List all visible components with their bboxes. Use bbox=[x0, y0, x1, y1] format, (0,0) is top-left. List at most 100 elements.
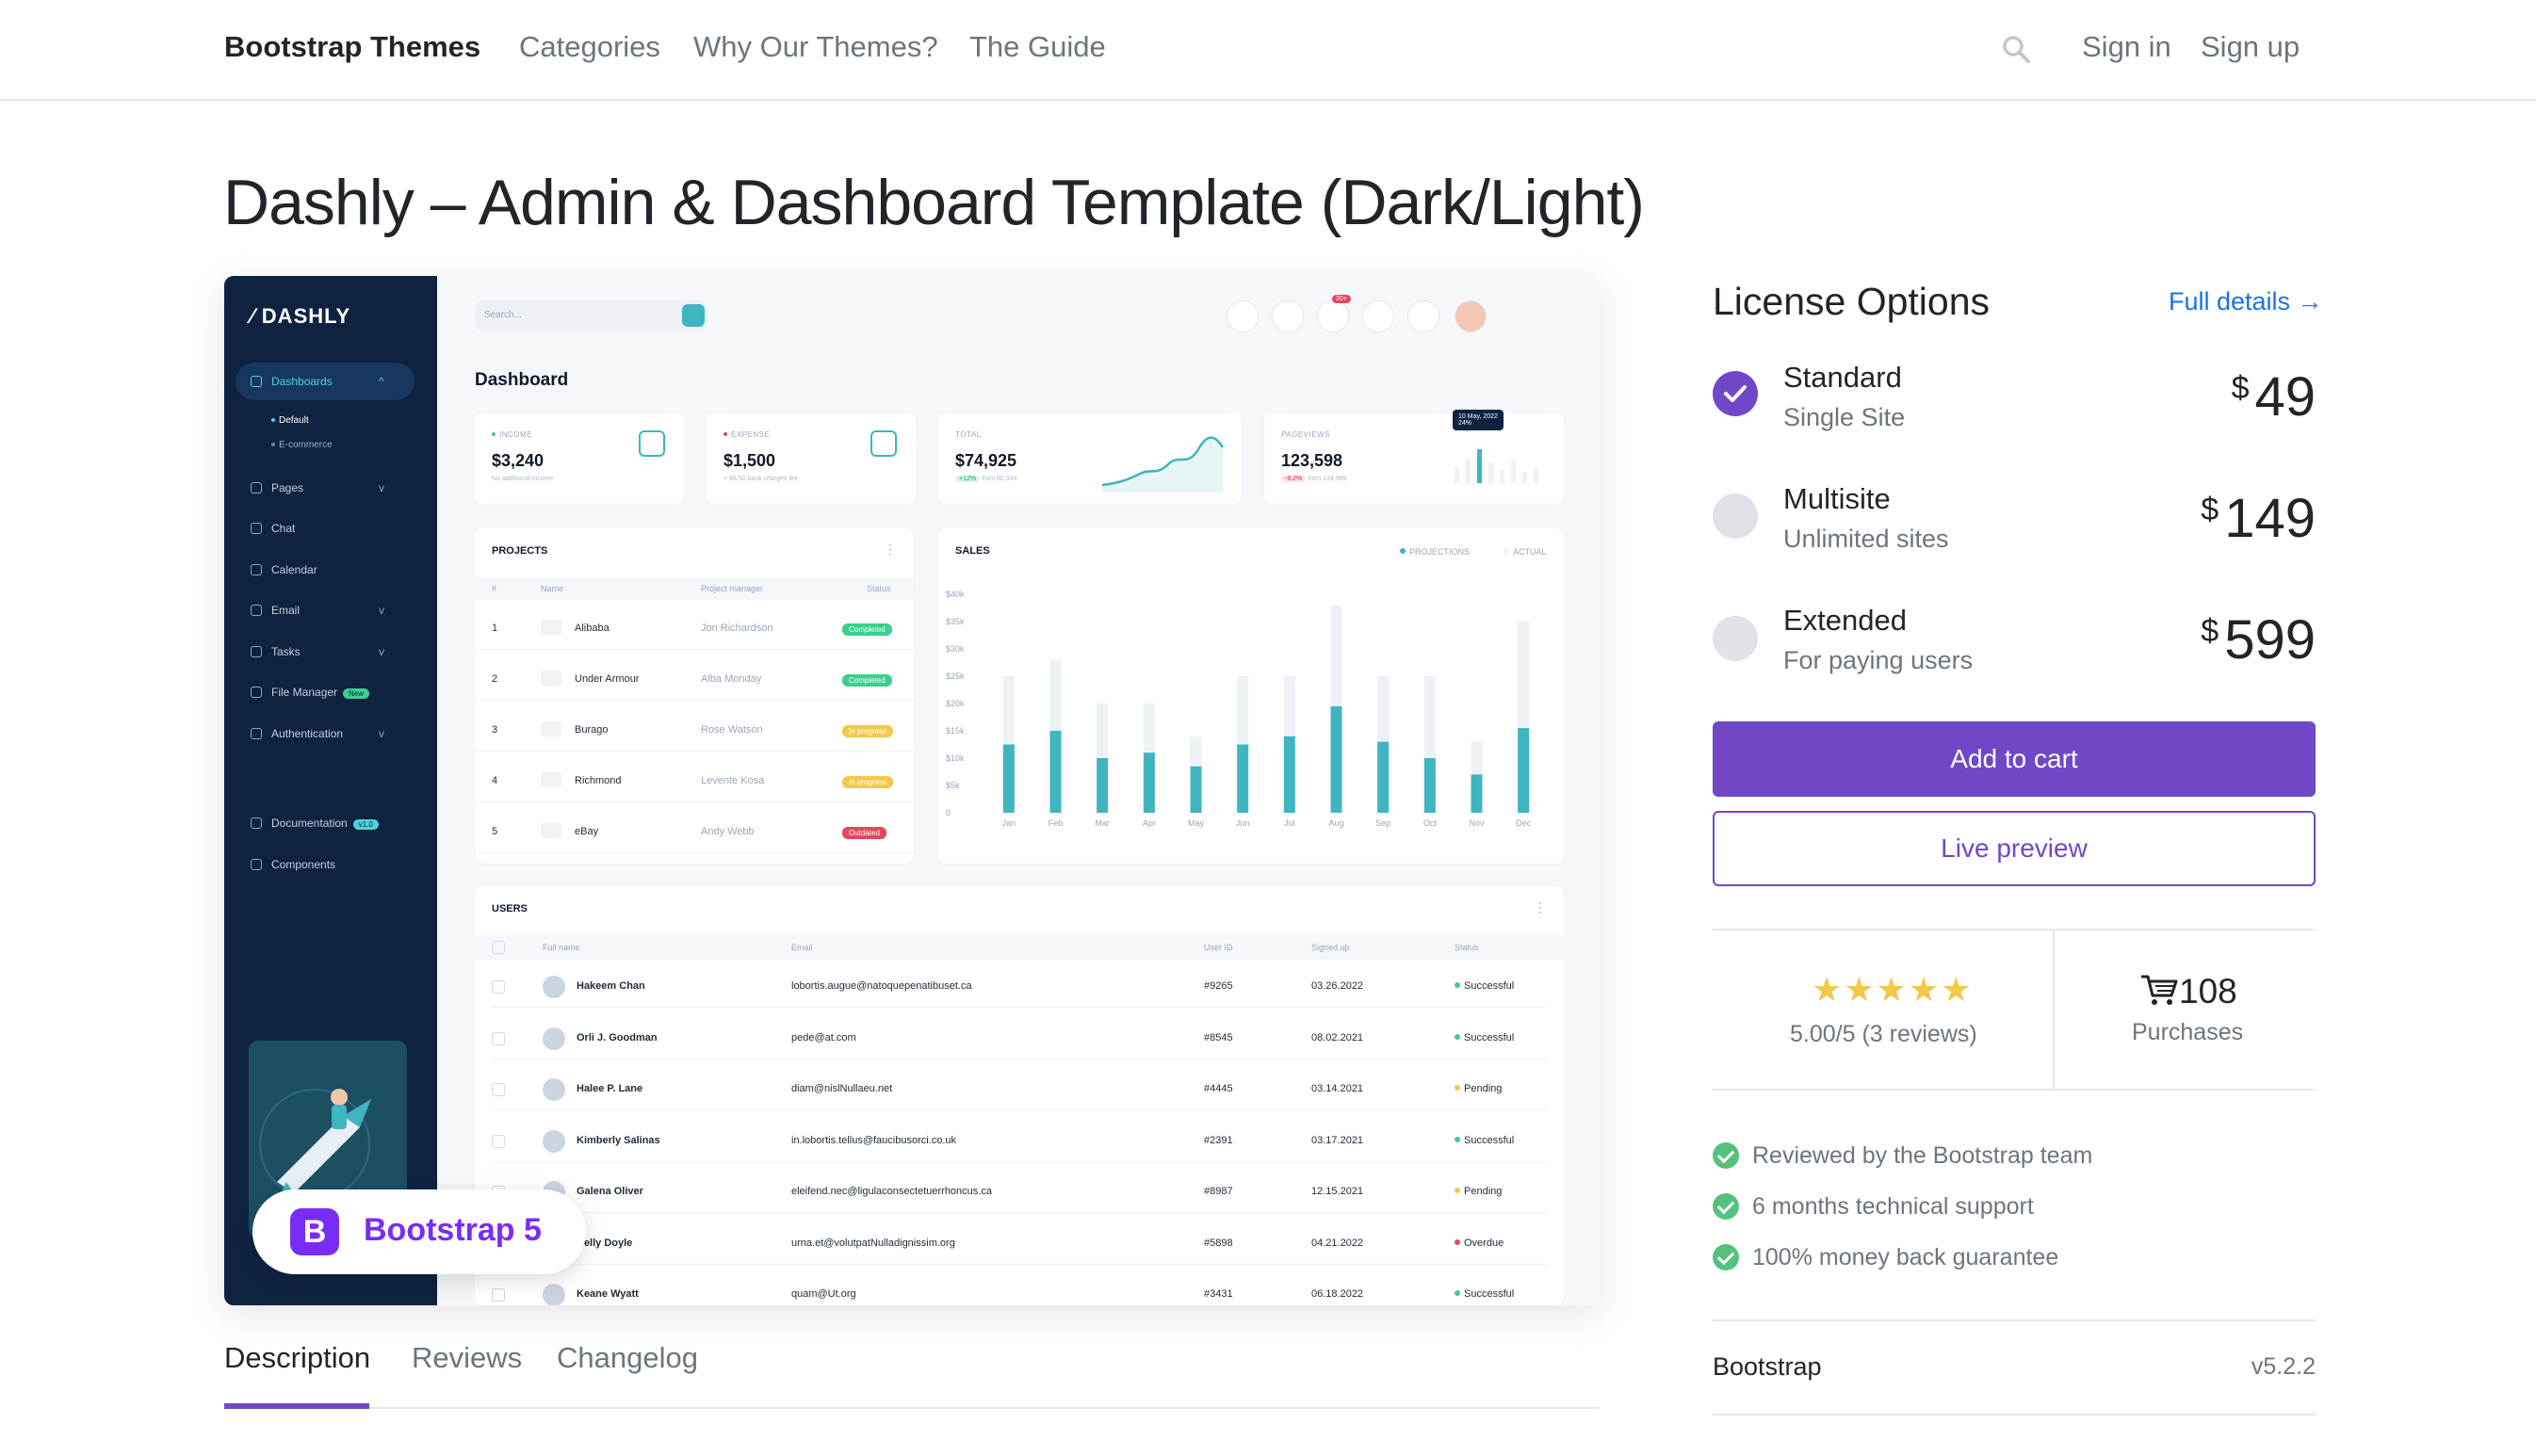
y-tick-label: $20k bbox=[946, 699, 965, 708]
user-email: in.lobortis.tellus@faucibusorci.co.uk bbox=[791, 1134, 957, 1146]
chevron-down-icon: v bbox=[379, 604, 384, 617]
preview-nav-default: Default bbox=[271, 415, 309, 426]
actual-bar bbox=[1471, 774, 1483, 813]
legend-projections: PROJECTIONS bbox=[1400, 547, 1470, 557]
x-tick-label: Dec bbox=[1516, 818, 1532, 828]
spec-key-bootstrap: Bootstrap bbox=[1713, 1352, 1822, 1381]
sign-up-link[interactable]: Sign up bbox=[2201, 30, 2300, 63]
project-manager: Jon Richardson bbox=[701, 623, 773, 634]
kpi-value: $1,500 bbox=[723, 451, 776, 470]
tab-changelog[interactable]: Changelog bbox=[557, 1341, 698, 1374]
live-preview-button[interactable]: Live preview bbox=[1713, 811, 2316, 886]
actual-bar bbox=[1190, 766, 1202, 813]
bootstrap-5-label: Bootstrap 5 bbox=[364, 1212, 542, 1248]
kpi-sub: +12% from 60,934 bbox=[955, 476, 1016, 482]
kpi-value: 123,598 bbox=[1281, 451, 1343, 470]
row-divider bbox=[475, 751, 914, 752]
project-status-badge: In progress bbox=[842, 725, 894, 737]
users-header-name: Full name bbox=[543, 943, 580, 952]
specs-divider bbox=[1713, 1414, 2316, 1416]
chevron-down-icon: v bbox=[379, 727, 384, 740]
actual-bar bbox=[1097, 758, 1109, 813]
row-checkbox bbox=[492, 1134, 505, 1148]
search-icon[interactable] bbox=[2001, 34, 2031, 64]
user-status: Successful bbox=[1455, 1135, 1514, 1146]
user-signed-up: 12.15.2021 bbox=[1311, 1186, 1364, 1197]
preview-nav-calendar: Calendar bbox=[251, 563, 317, 576]
user-email: lobortis.augue@natoquepenatibuset.ca bbox=[791, 980, 972, 992]
rating-text[interactable]: 5.00/5 (3 reviews) bbox=[1790, 1021, 1977, 1047]
user-avatar bbox=[1455, 300, 1487, 332]
sign-in-link[interactable]: Sign in bbox=[2082, 30, 2171, 63]
nav-link-why-our-themes[interactable]: Why Our Themes? bbox=[693, 30, 938, 63]
project-manager: Levente Kosa bbox=[701, 775, 765, 786]
user-signed-up: 06.18.2022 bbox=[1311, 1288, 1364, 1300]
user-status: Overdue bbox=[1455, 1238, 1504, 1249]
license-name-extended[interactable]: Extended bbox=[1783, 604, 1907, 637]
license-radio-multisite[interactable] bbox=[1713, 493, 1758, 539]
product-preview-image[interactable]: ⁄ DASHLY Dashboards ^ Default E-commerce… bbox=[224, 276, 1600, 1305]
user-name: Galena Oliver bbox=[577, 1186, 643, 1197]
preview-sidebar: ⁄ DASHLY Dashboards ^ Default E-commerce… bbox=[224, 276, 437, 1305]
user-email: diam@nislNullaeu.net bbox=[791, 1083, 893, 1094]
license-radio-standard[interactable] bbox=[1713, 371, 1758, 416]
email-icon bbox=[251, 605, 262, 616]
users-title: USERS bbox=[492, 903, 528, 914]
nav-link-categories[interactable]: Categories bbox=[519, 30, 660, 63]
total-sparkline bbox=[1101, 436, 1225, 493]
kpi-sub: No additional income bbox=[492, 476, 554, 482]
projects-header-pm: Project manager bbox=[701, 584, 764, 593]
preview-sidebar-active-bg bbox=[236, 363, 415, 400]
kpi-sub: -9.2% from 134,989 bbox=[1281, 476, 1347, 482]
user-name: Orli J. Goodman bbox=[577, 1031, 658, 1043]
license-name-standard[interactable]: Standard bbox=[1783, 361, 1902, 394]
license-radio-extended[interactable] bbox=[1713, 616, 1758, 661]
row-divider bbox=[492, 1058, 1547, 1060]
row-divider bbox=[492, 1109, 1547, 1110]
projects-header-num: # bbox=[492, 584, 497, 593]
project-num: 5 bbox=[492, 826, 498, 837]
projects-card: PROJECTS ⋮ # Name Project manager Status… bbox=[475, 528, 914, 864]
license-price-extended: $599 bbox=[2201, 609, 2316, 671]
tab-description[interactable]: Description bbox=[224, 1341, 371, 1374]
feature-money-back: 100% money back guarantee bbox=[1713, 1244, 2058, 1271]
users-header-signed-up: Signed up bbox=[1311, 943, 1350, 952]
nav-link-the-guide[interactable]: The Guide bbox=[969, 30, 1106, 63]
brand-link[interactable]: Bootstrap Themes bbox=[224, 30, 481, 63]
user-avatar bbox=[543, 1078, 565, 1101]
preview-heading: Dashboard bbox=[475, 370, 569, 390]
project-num: 2 bbox=[492, 673, 498, 685]
project-status-badge: Outdated bbox=[842, 827, 886, 839]
check-circle-icon bbox=[1713, 1244, 1739, 1270]
kpi-label: PAGEVIEWS bbox=[1281, 430, 1330, 439]
bootstrap-5-badge: B Bootstrap 5 bbox=[252, 1189, 586, 1274]
y-tick-label: $35k bbox=[946, 617, 965, 626]
project-manager: Alba Monday bbox=[701, 673, 762, 685]
tab-reviews[interactable]: Reviews bbox=[412, 1341, 523, 1374]
bootstrap-logo-icon: B bbox=[290, 1208, 339, 1255]
tabs-divider bbox=[224, 1407, 1600, 1409]
row-divider bbox=[475, 649, 914, 650]
row-divider bbox=[492, 1160, 1547, 1162]
preview-search-icon bbox=[682, 304, 705, 327]
project-logo-icon bbox=[541, 772, 561, 787]
x-tick-label: Nov bbox=[1469, 818, 1485, 828]
folder-icon bbox=[251, 687, 262, 698]
layers-icon bbox=[251, 859, 262, 870]
full-details-link[interactable]: Full details → bbox=[2169, 287, 2323, 315]
new-badge: New bbox=[343, 688, 370, 699]
project-status-badge: In progress bbox=[842, 776, 894, 788]
user-name: Keane Wyatt bbox=[577, 1288, 639, 1300]
preview-nav-authentication: Authentication bbox=[251, 727, 343, 740]
receipt-icon bbox=[870, 430, 897, 457]
pageviews-mini-bars bbox=[1455, 449, 1538, 483]
add-to-cart-button[interactable]: Add to cart bbox=[1713, 721, 2316, 797]
users-card: USERS ⋮ Full name Email User ID Signed u… bbox=[475, 886, 1564, 1305]
calendar-icon bbox=[251, 564, 262, 575]
y-tick-label: $10k bbox=[946, 753, 965, 763]
license-name-multisite[interactable]: Multisite bbox=[1783, 482, 1891, 515]
x-tick-label: Aug bbox=[1328, 818, 1343, 828]
project-status-badge: Completed bbox=[842, 674, 892, 687]
pages-icon bbox=[251, 482, 262, 493]
kpi-card-expense: EXPENSE $1,500 + 86.50 bank charges fee bbox=[707, 413, 916, 504]
